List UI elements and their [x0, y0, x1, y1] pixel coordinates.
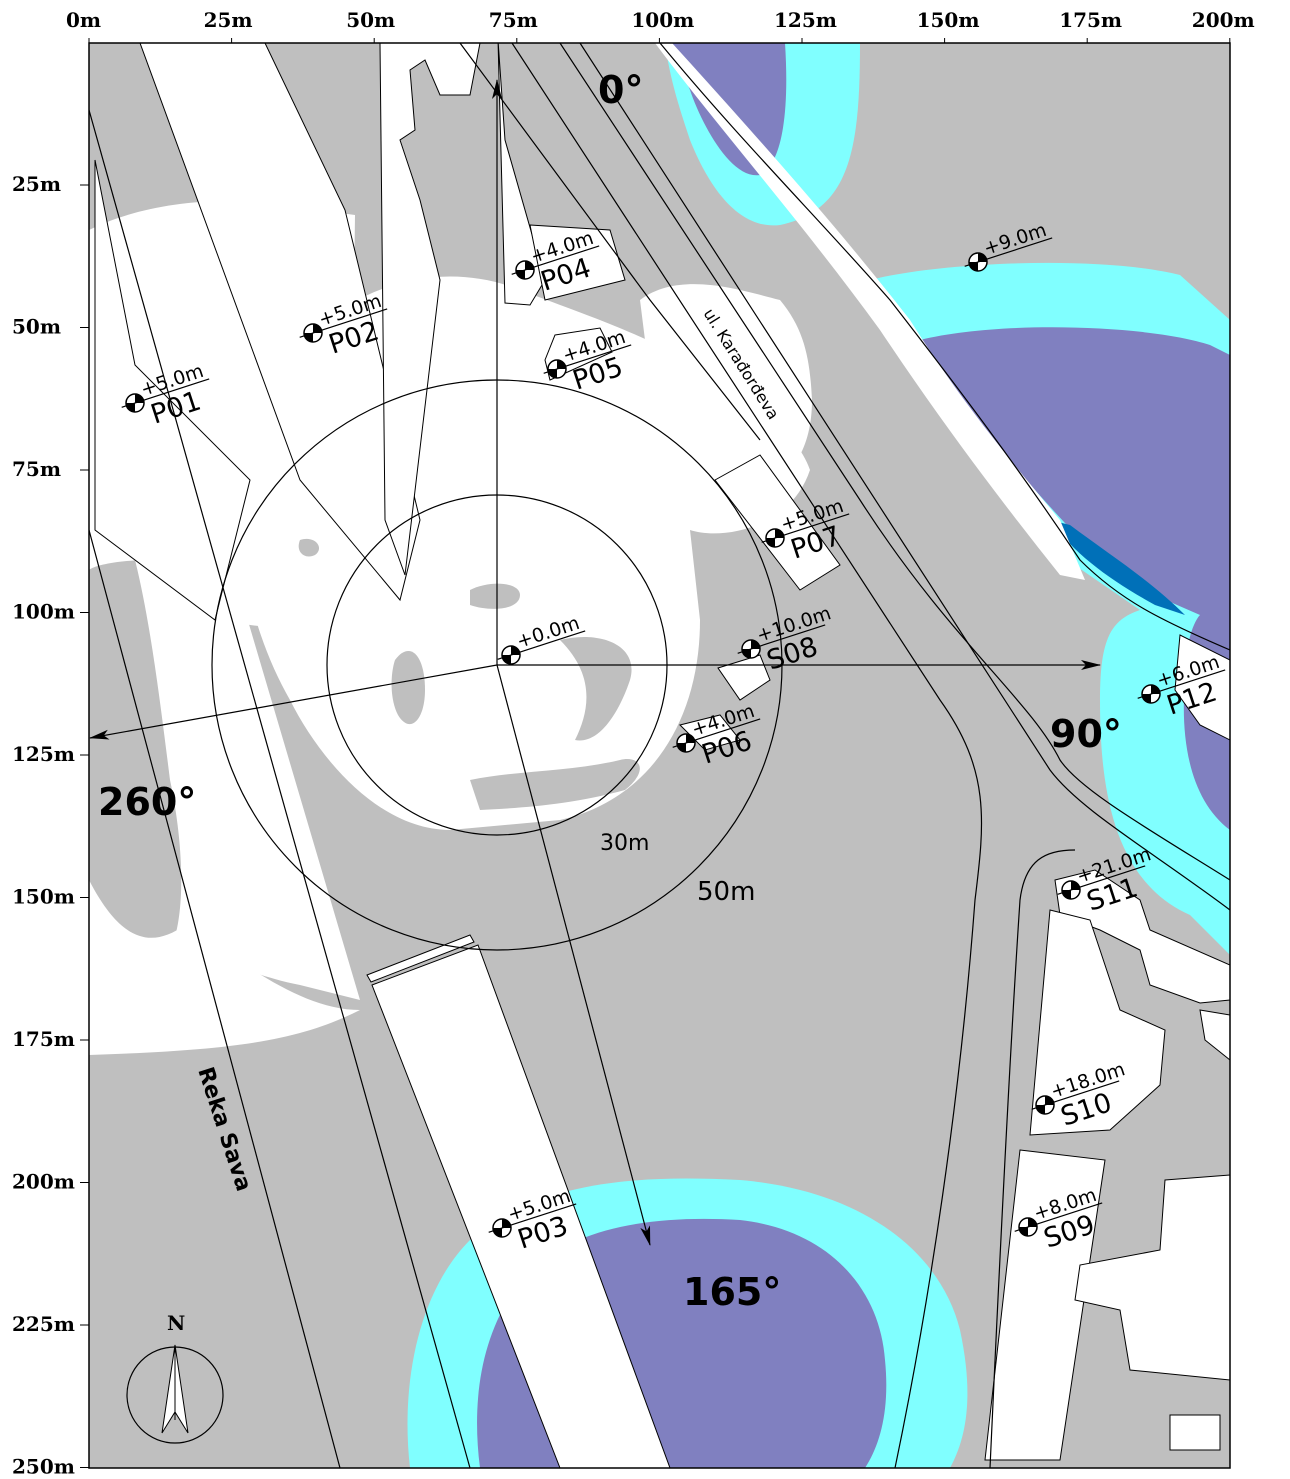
x-axis-label: 150m	[917, 8, 980, 32]
y-axis-label: 225m	[12, 1312, 75, 1336]
y-axis-label: 125m	[12, 742, 75, 766]
street-curve-se	[989, 849, 1076, 1468]
x-axis-label: 25m	[204, 8, 253, 32]
river-line-1	[89, 529, 341, 1468]
ring-label-50m: 50m	[697, 877, 755, 907]
white-zone-edge	[655, 43, 1085, 580]
building-p07	[714, 454, 841, 591]
x-axis-label: 125m	[774, 8, 837, 32]
building-p02	[139, 43, 421, 602]
gray-speck-6	[298, 538, 320, 557]
building-p01	[94, 159, 251, 621]
ray-260	[89, 664, 498, 740]
building-se-block	[1074, 1174, 1230, 1381]
x-axis-label: 0m	[66, 8, 101, 32]
dark-blue-zone	[1050, 520, 1185, 615]
y-axis-label: 100m	[12, 600, 75, 624]
x-axis-label: 200m	[1192, 8, 1255, 32]
street-line-curb	[659, 43, 1230, 651]
building-s10	[1029, 909, 1166, 1136]
station-leader-line	[1057, 865, 1146, 895]
bearing-label-260: 260°	[98, 780, 196, 824]
north-arrow: N	[126, 1311, 224, 1444]
y-axis-label: 250m	[12, 1455, 75, 1475]
river-line-2	[89, 109, 471, 1468]
gray-speck-2	[391, 651, 425, 725]
y-axis-label: 150m	[12, 885, 75, 909]
gray-speck-3	[470, 583, 520, 609]
building-s09	[984, 1149, 1106, 1461]
y-axis-label: 75m	[12, 457, 61, 481]
building-north	[379, 43, 481, 576]
building-p04-block	[529, 224, 626, 301]
station-leader-line	[497, 630, 586, 660]
building-p12	[1174, 634, 1230, 741]
station-leader-line	[299, 308, 388, 338]
zone-layer	[89, 43, 1230, 1468]
station-leader-line	[761, 513, 850, 543]
x-axis: 0m 25m 50m 75m 100m 125m 150m 175m 200m	[66, 8, 1255, 43]
x-axis-label: 100m	[631, 8, 694, 32]
building-p03-strip	[371, 944, 671, 1468]
building-s11	[1054, 869, 1230, 1004]
station-leader-line	[964, 237, 1053, 267]
station-layer: +5.0mP01+5.0mP02+5.0mP03+4.0mP04+4.0mP05…	[121, 219, 1226, 1256]
street-diag-1	[459, 43, 761, 441]
station-leader-line	[672, 718, 761, 748]
y-axis-label: 25m	[12, 172, 61, 196]
station-leader-line	[1014, 1202, 1103, 1232]
white-zone-river-strip	[135, 560, 360, 1000]
north-label: N	[167, 1311, 185, 1335]
y-axis-label: 50m	[12, 315, 61, 339]
station-leader-line	[1137, 669, 1226, 699]
building-s08	[717, 654, 771, 701]
street-line-2	[559, 43, 1230, 881]
bearing-label-0: 0°	[598, 68, 643, 112]
building-center-bridge	[366, 934, 475, 983]
gray-speck-4	[470, 759, 640, 810]
station-leader-line	[488, 1203, 577, 1233]
street-line-1	[511, 43, 983, 1468]
ring-label-30m: 30m	[600, 831, 649, 856]
station-leader-line	[511, 245, 600, 275]
x-axis-label: 50m	[346, 8, 395, 32]
ray-165	[496, 664, 651, 1246]
building-p06	[679, 714, 741, 751]
street-line-3	[579, 43, 1230, 911]
bearing-label-90: 90°	[1050, 712, 1122, 756]
x-axis-label: 75m	[489, 8, 538, 32]
y-axis-label: 175m	[12, 1027, 75, 1051]
building-se-corner	[1169, 1414, 1221, 1451]
station-leader-line	[1031, 1080, 1120, 1110]
building-se-small	[1199, 1009, 1230, 1061]
x-axis-label: 175m	[1059, 8, 1122, 32]
bearing-label-165: 165°	[683, 1270, 781, 1314]
gray-speck-5	[560, 636, 632, 741]
station-leader-line	[737, 624, 826, 654]
linework-layer	[89, 43, 1230, 1468]
station-leader-line	[543, 344, 632, 374]
white-zone-southwest	[89, 880, 360, 1055]
y-axis: 25m 50m 75m 100m 125m 150m 175m 200m 225m 250m	[12, 172, 89, 1479]
purple-zone-east	[920, 327, 1230, 830]
station-leader-line	[121, 378, 210, 408]
y-axis-label: 200m	[12, 1170, 75, 1194]
